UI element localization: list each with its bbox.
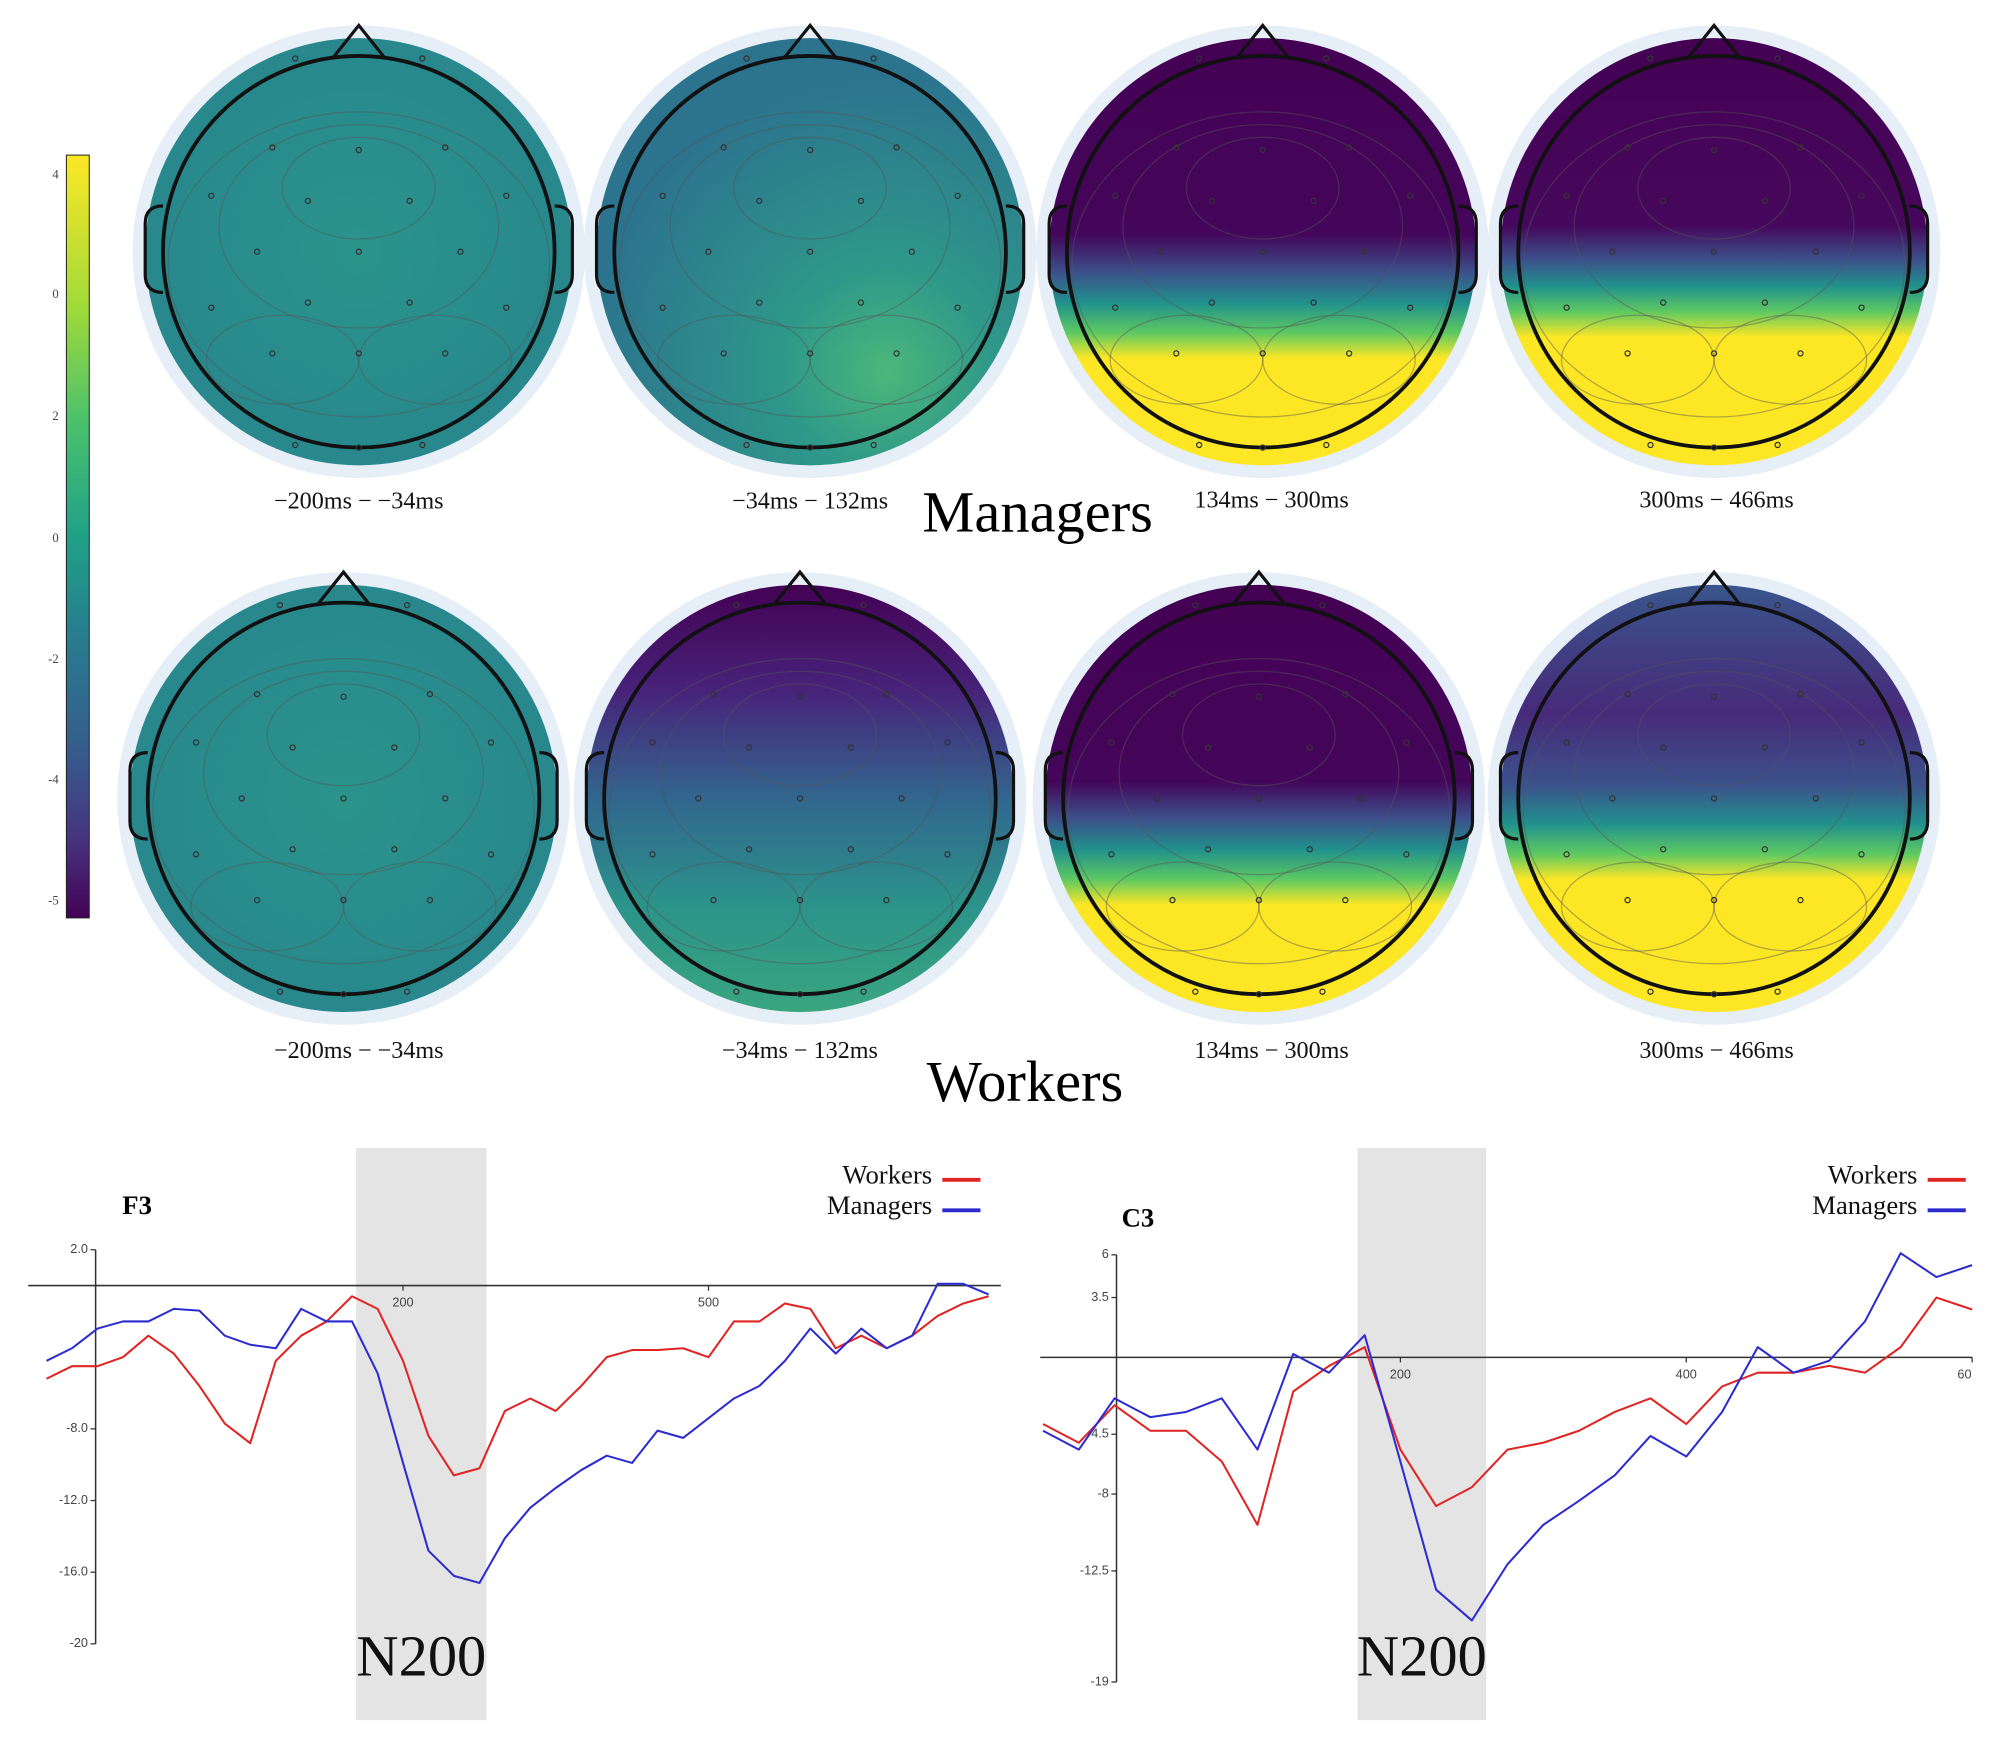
topomap bbox=[1036, 25, 1490, 479]
colorbar-label: 0 bbox=[52, 287, 58, 301]
n200-window bbox=[356, 1148, 487, 1721]
legend-label: Workers bbox=[842, 1159, 932, 1189]
chart-title: C3 bbox=[1122, 1203, 1155, 1233]
colorbar-label: -2 bbox=[48, 652, 59, 666]
line-chart: N200 2.0 -8.0 -12.0 -16.0 -20 200 500 WorkersMan… bbox=[28, 1148, 1001, 1721]
y-tick-label: -16.0 bbox=[59, 1564, 88, 1579]
scalp-map bbox=[129, 584, 558, 1012]
scalp-map bbox=[596, 38, 1024, 466]
y-tick-label: -19 bbox=[1091, 1673, 1109, 1688]
topomap bbox=[1487, 572, 1941, 1025]
legend-label: Managers bbox=[827, 1190, 932, 1220]
y-tick-label: 3.5 bbox=[1091, 1289, 1109, 1304]
topomap bbox=[1487, 25, 1941, 479]
window-label: −200ms − −34ms bbox=[274, 488, 444, 515]
series-line bbox=[46, 1282, 990, 1584]
series-line bbox=[1042, 1252, 1973, 1622]
y-tick-label: -20 bbox=[70, 1635, 88, 1650]
scalp-map bbox=[1500, 38, 1928, 466]
x-tick-label: 200 bbox=[1390, 1366, 1411, 1381]
x-tick-label: 200 bbox=[392, 1295, 413, 1310]
series-line bbox=[1042, 1296, 1973, 1526]
legend-label: Workers bbox=[1828, 1159, 1918, 1189]
x-tick-label: 400 bbox=[1676, 1366, 1697, 1381]
scalp-map bbox=[1049, 38, 1477, 466]
y-tick-label: 2.0 bbox=[70, 1241, 88, 1256]
colorbar-label: 2 bbox=[52, 409, 58, 423]
window-label: −34ms − 132ms bbox=[732, 488, 888, 515]
window-label: −200ms − −34ms bbox=[274, 1037, 444, 1064]
colorbar-label: 0 bbox=[52, 531, 58, 545]
topomap bbox=[132, 25, 586, 479]
topomap bbox=[1032, 572, 1486, 1025]
window-label: N200 bbox=[1357, 1624, 1487, 1689]
x-tick-label: 60 bbox=[1957, 1366, 1971, 1381]
topomap bbox=[117, 572, 570, 1025]
legend-label: Managers bbox=[1812, 1190, 1917, 1220]
y-tick-label: 6 bbox=[1102, 1246, 1109, 1261]
y-tick-label: -8.0 bbox=[66, 1420, 88, 1435]
scalp-map bbox=[586, 584, 1014, 1012]
scalp-map bbox=[145, 38, 573, 466]
scalp-map bbox=[1045, 584, 1473, 1012]
colorbar-label: -4 bbox=[48, 773, 59, 787]
window-label: −34ms − 132ms bbox=[722, 1037, 878, 1064]
colorbar-labels: 4 0 2 0 -2 -4 -5 bbox=[48, 167, 59, 907]
scalp-map bbox=[1500, 584, 1928, 1012]
n200-window bbox=[1357, 1148, 1487, 1721]
colorbar bbox=[65, 154, 90, 919]
window-label: 134ms − 300ms bbox=[1194, 1037, 1348, 1064]
colorbar-label: -5 bbox=[48, 893, 59, 907]
window-label: 134ms − 300ms bbox=[1194, 486, 1348, 513]
window-label: N200 bbox=[356, 1624, 486, 1689]
y-tick-label: -12.0 bbox=[59, 1492, 88, 1507]
y-tick-label: -12.5 bbox=[1080, 1562, 1109, 1577]
group-label: Managers bbox=[922, 479, 1153, 544]
topomap bbox=[573, 572, 1027, 1025]
chart-title: F3 bbox=[122, 1190, 152, 1220]
y-tick-label: -8 bbox=[1098, 1485, 1109, 1500]
colorbar-label: 4 bbox=[52, 167, 59, 181]
series-line bbox=[46, 1295, 989, 1477]
x-tick-label: 500 bbox=[698, 1295, 719, 1310]
group-label: Workers bbox=[927, 1049, 1124, 1114]
window-label: 300ms − 466ms bbox=[1639, 1037, 1793, 1064]
window-label: 300ms − 466ms bbox=[1639, 486, 1793, 513]
topomap bbox=[583, 25, 1037, 479]
